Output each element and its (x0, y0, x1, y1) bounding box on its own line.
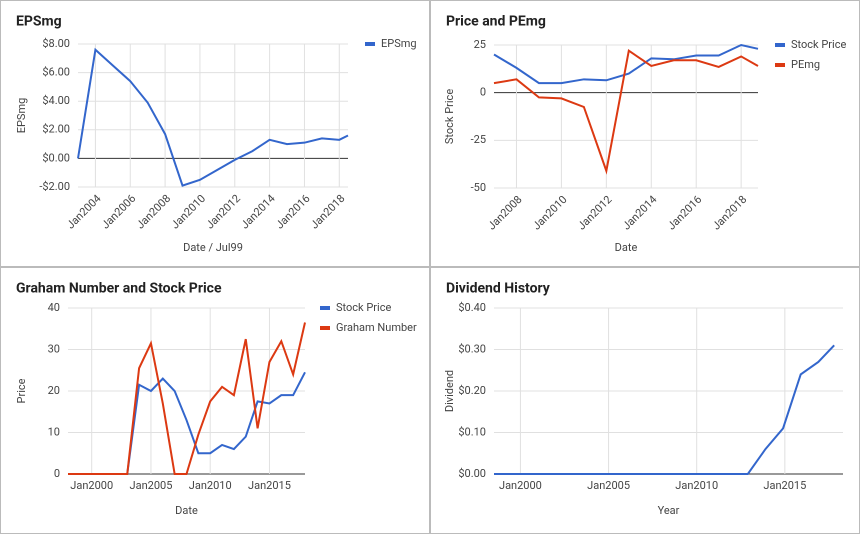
y-tick-label: $8.00 (42, 37, 70, 50)
y-tick-label: $6.00 (42, 66, 70, 79)
chart-panel: Price and PEmg Stock Price Date -50 -25 0 25 Ja… (443, 14, 847, 254)
y-tick-label: -50 (471, 181, 486, 194)
chart-title: EPSmg (16, 14, 62, 30)
y-tick-label: $0.30 (458, 342, 486, 355)
chart-panel: Graham Number and Stock Price Price Date 0 1… (15, 281, 417, 517)
series-line (68, 322, 306, 475)
x-tick-label: Jan2008 (485, 193, 524, 232)
y-tick-label: 25 (474, 38, 486, 51)
chart-title: Graham Number and Stock Price (16, 281, 222, 297)
x-tick-label: Jan2000 (499, 479, 542, 492)
x-tick-label: Jan2014 (238, 192, 277, 231)
x-tick-label: Jan2006 (99, 192, 138, 231)
x-tick-label: Jan2010 (675, 479, 718, 492)
chart-panel: Dividend History Dividend Year $0.00 $0.10 $0… (443, 281, 843, 517)
x-tick-label: Jan2014 (620, 193, 659, 232)
x-tick-label: Jan2010 (189, 479, 232, 492)
legend-swatch (320, 326, 330, 330)
x-tick-label: Jan2010 (169, 192, 208, 231)
series-line (493, 43, 759, 85)
y-tick-label: $2.00 (42, 123, 70, 136)
y-axis-title: Price (15, 378, 28, 403)
y-axis-title: EPSmg (15, 98, 28, 134)
x-axis-title: Date (175, 504, 198, 517)
x-axis-title: Year (658, 504, 680, 517)
y-tick-label: -25 (471, 133, 486, 146)
legend-swatch (320, 306, 330, 310)
x-axis-title: Date / Jul99 (183, 241, 243, 254)
x-tick-label: Jan2018 (308, 192, 347, 231)
x-tick-label: Jan2004 (64, 192, 103, 231)
x-tick-label: Jan2012 (575, 193, 614, 232)
y-tick-label: 40 (48, 301, 60, 314)
y-tick-label: -$2.00 (39, 180, 70, 193)
panel-border (430, 267, 860, 534)
x-tick-label: Jan2005 (587, 479, 630, 492)
legend-label: Stock Price (791, 38, 846, 51)
legend-label: Stock Price (336, 301, 391, 314)
x-tick-label: Jan2016 (273, 192, 312, 231)
legend-swatch (365, 42, 375, 46)
chart-panel: EPSmg EPSmg Date / Jul99 -$2.00 $0.00 $2.00 $4… (15, 14, 417, 254)
y-tick-label: 0 (480, 86, 486, 99)
y-axis-title: Dividend (443, 370, 456, 412)
x-tick-label: Jan2015 (248, 479, 291, 492)
x-tick-label: Jan2010 (530, 193, 569, 232)
y-tick-label: 0 (54, 467, 60, 480)
legend-label: Graham Number (336, 321, 417, 334)
panel-border (0, 0, 430, 267)
y-tick-label: $0.10 (458, 425, 486, 438)
y-tick-label: $0.20 (458, 384, 486, 397)
y-tick-label: 20 (48, 384, 60, 397)
x-axis-title: Date (615, 241, 638, 254)
y-tick-label: $0.00 (458, 467, 486, 480)
chart-title: Price and PEmg (446, 14, 546, 30)
series-line (77, 47, 349, 187)
x-tick-label: Jan2015 (763, 479, 806, 492)
series-line (494, 344, 835, 475)
y-tick-label: $0.00 (42, 151, 70, 164)
legend-swatch (775, 63, 785, 67)
y-tick-label: 10 (48, 425, 60, 438)
x-tick-label: Jan2005 (130, 479, 173, 492)
series-line (493, 49, 759, 175)
legend-label: EPSmg (381, 37, 417, 50)
y-tick-label: $0.40 (458, 301, 486, 314)
panel-border (0, 267, 430, 534)
x-tick-label: Jan2016 (665, 193, 704, 232)
x-tick-label: Jan2000 (70, 479, 113, 492)
y-tick-label: 30 (48, 342, 60, 355)
x-tick-label: Jan2018 (710, 193, 749, 232)
x-tick-label: Jan2012 (203, 192, 242, 231)
y-axis-title: Stock Price (443, 89, 456, 144)
x-tick-label: Jan2008 (134, 192, 173, 231)
chart-title: Dividend History (446, 281, 551, 297)
y-tick-label: $4.00 (42, 94, 70, 107)
legend-label: PEmg (791, 58, 820, 71)
legend-swatch (775, 43, 785, 47)
